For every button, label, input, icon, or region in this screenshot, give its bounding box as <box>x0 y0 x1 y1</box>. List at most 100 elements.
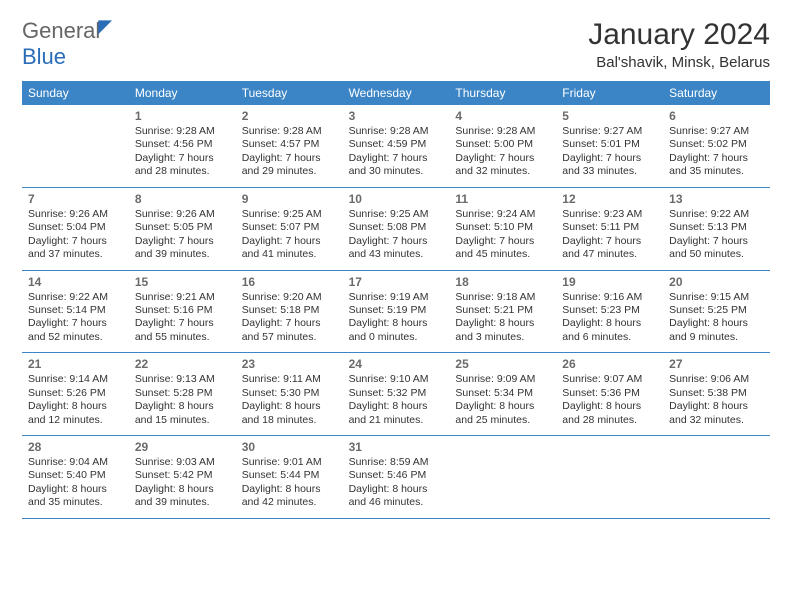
day-number: 10 <box>349 192 444 206</box>
day-cell: 10 Sunrise: 9:25 AMSunset: 5:08 PMDayligh… <box>343 188 450 270</box>
sunrise-text: Sunrise: 9:06 AM <box>669 373 764 386</box>
day-number: 26 <box>562 357 657 371</box>
day-number: 16 <box>242 275 337 289</box>
daylight-line2: and 45 minutes. <box>455 248 550 261</box>
logo: General◤ Blue <box>22 18 114 70</box>
day-number: 5 <box>562 109 657 123</box>
sunrise-text: Sunrise: 8:59 AM <box>349 456 444 469</box>
day-cell: 13Sunrise: 9:22 AMSunset: 5:13 PMDayligh… <box>663 188 770 270</box>
daylight-line2: and 35 minutes. <box>669 165 764 178</box>
sunrise-text: Sunrise: 9:26 AM <box>135 208 230 221</box>
day-cell: 5 Sunrise: 9:27 AMSunset: 5:01 PMDaylight… <box>556 105 663 187</box>
day-cell: 28Sunrise: 9:04 AMSunset: 5:40 PMDayligh… <box>22 436 129 518</box>
day-cell: 16 Sunrise: 9:20 AMSunset: 5:18 PMDayligh… <box>236 271 343 353</box>
sunrise-text: Sunrise: 9:09 AM <box>455 373 550 386</box>
day-number: 27 <box>669 357 764 371</box>
day-cell: 7Sunrise: 9:26 AMSunset: 5:04 PMDaylight… <box>22 188 129 270</box>
sunset-text: Sunset: 5:21 PM <box>455 304 550 317</box>
daylight-line1: Daylight: 7 hours <box>28 317 123 330</box>
empty-day-cell <box>449 436 556 518</box>
sunset-text: Sunset: 5:32 PM <box>349 387 444 400</box>
sunset-text: Sunset: 5:30 PM <box>242 387 337 400</box>
day-number: 23 <box>242 357 337 371</box>
day-cell: 8Sunrise: 9:26 AMSunset: 5:05 PMDaylight… <box>129 188 236 270</box>
sunrise-text: Sunrise: 9:14 AM <box>28 373 123 386</box>
sunrise-text: Sunrise: 9:07 AM <box>562 373 657 386</box>
day-info: Sunrise: 9:24 AMSunset: 5:10 PMDaylight:… <box>455 208 550 262</box>
daylight-line2: and 39 minutes. <box>135 496 230 509</box>
day-info: Sunrise: 9:18 AMSunset: 5:21 PMDaylight:… <box>455 291 550 345</box>
sunset-text: Sunset: 5:34 PM <box>455 387 550 400</box>
sunset-text: Sunset: 5:13 PM <box>669 221 764 234</box>
flag-icon: ◤ <box>98 16 112 36</box>
day-info: Sunrise: 9:20 AMSunset: 5:18 PMDaylight:… <box>242 291 337 345</box>
daylight-line2: and 18 minutes. <box>242 414 337 427</box>
weekday-header: Saturday <box>663 81 770 105</box>
daylight-line2: and 28 minutes. <box>562 414 657 427</box>
day-info: Sunrise: 9:11 AMSunset: 5:30 PMDaylight:… <box>242 373 337 427</box>
day-info: Sunrise: 9:06 AMSunset: 5:38 PMDaylight:… <box>669 373 764 427</box>
sunset-text: Sunset: 5:44 PM <box>242 469 337 482</box>
daylight-line1: Daylight: 8 hours <box>669 400 764 413</box>
week-row: 7Sunrise: 9:26 AMSunset: 5:04 PMDaylight… <box>22 188 770 271</box>
day-cell: 4Sunrise: 9:28 AMSunset: 5:00 PMDaylight… <box>449 105 556 187</box>
day-info: Sunrise: 9:21 AMSunset: 5:16 PMDaylight:… <box>135 291 230 345</box>
sunrise-text: Sunrise: 9:25 AM <box>242 208 337 221</box>
day-number: 12 <box>562 192 657 206</box>
empty-day-cell <box>22 105 129 187</box>
day-info: Sunrise: 9:13 AMSunset: 5:28 PMDaylight:… <box>135 373 230 427</box>
header: General◤ Blue January 2024 Bal'shavik, M… <box>22 18 770 71</box>
empty-day-cell <box>556 436 663 518</box>
day-number: 4 <box>455 109 550 123</box>
sunrise-text: Sunrise: 9:19 AM <box>349 291 444 304</box>
daylight-line2: and 52 minutes. <box>28 331 123 344</box>
daylight-line1: Daylight: 7 hours <box>135 235 230 248</box>
sunset-text: Sunset: 5:25 PM <box>669 304 764 317</box>
weekday-header: Friday <box>556 81 663 105</box>
daylight-line2: and 12 minutes. <box>28 414 123 427</box>
daylight-line2: and 35 minutes. <box>28 496 123 509</box>
sunrise-text: Sunrise: 9:27 AM <box>669 125 764 138</box>
day-cell: 2Sunrise: 9:28 AMSunset: 4:57 PMDaylight… <box>236 105 343 187</box>
day-cell: 3Sunrise: 9:28 AMSunset: 4:59 PMDaylight… <box>343 105 450 187</box>
day-number: 6 <box>669 109 764 123</box>
daylight-line2: and 50 minutes. <box>669 248 764 261</box>
sunrise-text: Sunrise: 9:13 AM <box>135 373 230 386</box>
daylight-line1: Daylight: 7 hours <box>455 235 550 248</box>
day-info: Sunrise: 9:27 AMSunset: 5:01 PMDaylight:… <box>562 125 657 179</box>
daylight-line1: Daylight: 7 hours <box>669 235 764 248</box>
day-info: Sunrise: 9:22 AMSunset: 5:13 PMDaylight:… <box>669 208 764 262</box>
day-info: Sunrise: 9:25 AMSunset: 5:08 PMDaylight:… <box>349 208 444 262</box>
daylight-line1: Daylight: 7 hours <box>242 317 337 330</box>
daylight-line1: Daylight: 8 hours <box>135 400 230 413</box>
daylight-line2: and 42 minutes. <box>242 496 337 509</box>
daylight-line2: and 25 minutes. <box>455 414 550 427</box>
sunset-text: Sunset: 5:14 PM <box>28 304 123 317</box>
day-cell: 20Sunrise: 9:15 AMSunset: 5:25 PMDayligh… <box>663 271 770 353</box>
daylight-line2: and 3 minutes. <box>455 331 550 344</box>
sunrise-text: Sunrise: 9:21 AM <box>135 291 230 304</box>
day-number: 20 <box>669 275 764 289</box>
day-cell: 1Sunrise: 9:28 AMSunset: 4:56 PMDaylight… <box>129 105 236 187</box>
day-number: 18 <box>455 275 550 289</box>
daylight-line2: and 0 minutes. <box>349 331 444 344</box>
day-number: 2 <box>242 109 337 123</box>
logo-blue: Blue <box>22 44 66 69</box>
day-cell: 19Sunrise: 9:16 AMSunset: 5:23 PMDayligh… <box>556 271 663 353</box>
sunset-text: Sunset: 5:01 PM <box>562 138 657 151</box>
day-number: 7 <box>28 192 123 206</box>
day-info: Sunrise: 9:09 AMSunset: 5:34 PMDaylight:… <box>455 373 550 427</box>
day-info: Sunrise: 9:28 AMSunset: 4:56 PMDaylight:… <box>135 125 230 179</box>
sunrise-text: Sunrise: 9:28 AM <box>242 125 337 138</box>
day-number: 14 <box>28 275 123 289</box>
daylight-line2: and 32 minutes. <box>669 414 764 427</box>
week-row: 28Sunrise: 9:04 AMSunset: 5:40 PMDayligh… <box>22 436 770 519</box>
day-cell: 12Sunrise: 9:23 AMSunset: 5:11 PMDayligh… <box>556 188 663 270</box>
day-info: Sunrise: 9:14 AMSunset: 5:26 PMDaylight:… <box>28 373 123 427</box>
day-cell: 31Sunrise: 8:59 AMSunset: 5:46 PMDayligh… <box>343 436 450 518</box>
weekday-header-row: SundayMondayTuesdayWednesdayThursdayFrid… <box>22 81 770 105</box>
daylight-line2: and 47 minutes. <box>562 248 657 261</box>
daylight-line2: and 43 minutes. <box>349 248 444 261</box>
sunset-text: Sunset: 5:26 PM <box>28 387 123 400</box>
calendar-body: 1Sunrise: 9:28 AMSunset: 4:56 PMDaylight… <box>22 105 770 519</box>
